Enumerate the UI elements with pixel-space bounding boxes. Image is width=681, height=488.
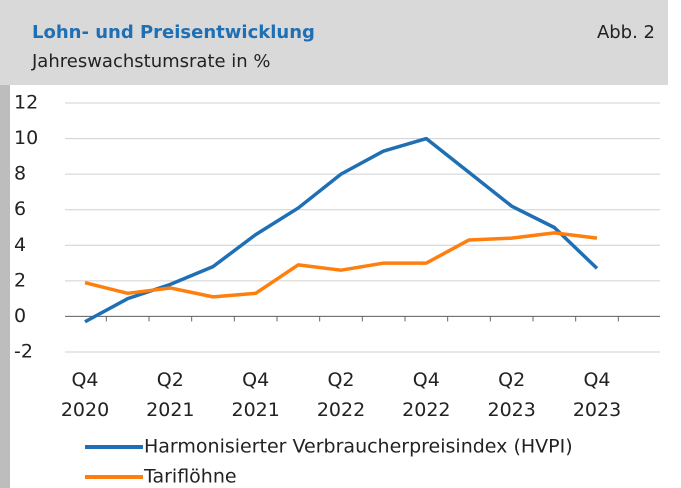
x-tick-label: Q4 2021 (231, 369, 279, 421)
y-tick-label: -2 (14, 341, 33, 363)
legend-label: Harmonisierter Verbraucherpreisindex (HV… (144, 436, 573, 458)
x-tick-label: Q2 2023 (487, 369, 535, 421)
side-strip (0, 85, 10, 488)
y-tick-label: 12 (14, 92, 38, 114)
x-tick-label: Q2 2021 (146, 369, 194, 421)
y-tick-label: 2 (14, 269, 26, 291)
y-tick-label: 4 (14, 234, 26, 256)
series-line (84, 231, 598, 299)
y-tick-label: 6 (14, 198, 26, 220)
legend-label: Tariflöhne (143, 466, 237, 488)
series-line (84, 136, 599, 324)
x-tick-label: Q4 2022 (402, 369, 450, 421)
y-tick-label: 0 (14, 305, 26, 327)
title: Lohn- und Preisentwicklung (32, 22, 315, 43)
x-tick-label: Q2 2022 (317, 369, 365, 421)
header-band (0, 0, 668, 85)
x-tick-label: Q4 2023 (573, 369, 621, 421)
y-tick-label: 8 (14, 163, 26, 185)
figure-label: Abb. 2 (597, 22, 655, 43)
subtitle: Jahreswachstumsrate in % (31, 51, 271, 72)
y-tick-label: 10 (14, 127, 38, 149)
x-tick-label: Q4 2020 (61, 369, 109, 421)
